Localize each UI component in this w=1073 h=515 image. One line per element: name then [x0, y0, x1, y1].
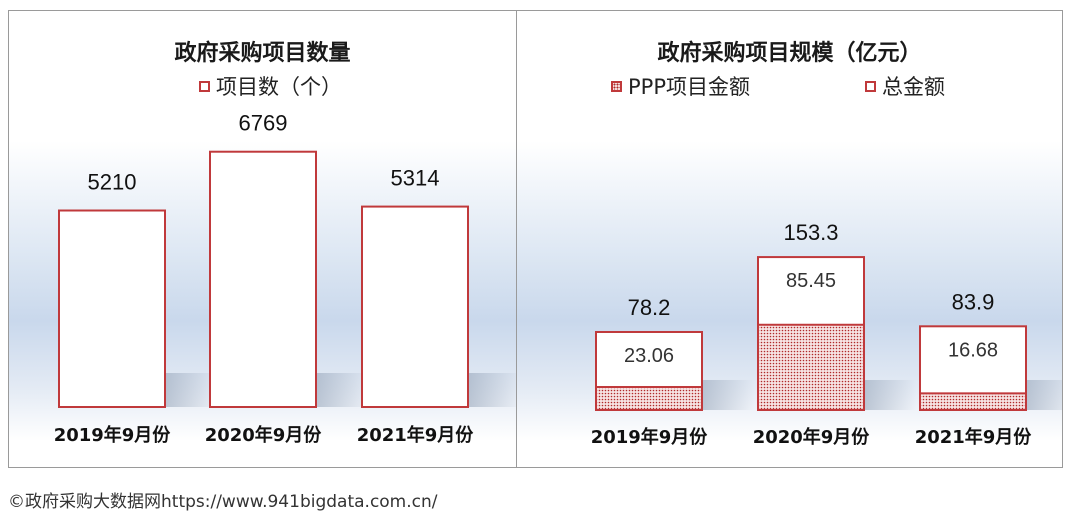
data-label: 5210: [88, 170, 137, 195]
ppp-bar: [595, 385, 703, 411]
total-label: 78.2: [628, 295, 671, 320]
legend-item-ppp: PPP项目金额: [611, 71, 750, 101]
bar-shadow: [312, 373, 370, 407]
bar-shadow: [1022, 380, 1062, 410]
legend-item-count: 项目数（个）: [199, 71, 342, 101]
project-count-panel: 政府采购项目数量 项目数（个） 5210 2019年9月份 6769 2020年9月份…: [9, 11, 517, 467]
bar-shadow: [860, 380, 916, 410]
data-label: 5314: [391, 166, 440, 191]
legend-label: 项目数（个）: [216, 75, 342, 99]
bar: [58, 209, 166, 408]
source-credit: ©政府采购大数据网https://www.941bigdata.com.cn/: [8, 492, 438, 512]
total-label: 83.9: [952, 289, 995, 314]
legend-swatch: [611, 80, 622, 92]
bar: [361, 205, 469, 408]
legend-label: 总金额: [882, 75, 945, 99]
ppp-label: 23.06: [624, 345, 674, 367]
ppp-label: 16.68: [948, 339, 998, 361]
ppp-label: 85.45: [786, 270, 836, 292]
total-label: 153.3: [783, 220, 838, 245]
ppp-bar: [757, 323, 865, 411]
category-label: 2019年9月份: [591, 426, 709, 448]
category-label: 2021年9月份: [357, 424, 475, 446]
chart-frame: 政府采购项目数量 项目数（个） 5210 2019年9月份 6769 2020年9月份…: [8, 10, 1063, 468]
bar-shadow: [698, 380, 754, 410]
chart-plot-left: 5210 2019年9月份 6769 2020年9月份 5314 2021年9月份: [54, 111, 516, 446]
bar-shadow: [464, 373, 516, 407]
chart-plot-right: 78.2 23.06 2019年9月份 153.3 85.45 2020年9月份 83.9 1…: [591, 220, 1062, 448]
chart-title: 政府采购项目数量: [174, 41, 351, 66]
legend-item-total: 总金额: [865, 71, 945, 101]
category-label: 2020年9月份: [205, 424, 323, 446]
chart-title: 政府采购项目规模（亿元）: [657, 41, 922, 66]
legend-label: PPP项目金额: [628, 75, 750, 99]
ppp-bar: [919, 392, 1027, 411]
data-label: 6769: [239, 111, 288, 136]
category-label: 2019年9月份: [54, 424, 172, 446]
bar: [209, 150, 317, 408]
category-label: 2020年9月份: [753, 426, 871, 448]
legend-swatch: [865, 80, 876, 92]
legend-swatch: [199, 80, 210, 92]
category-label: 2021年9月份: [915, 426, 1033, 448]
project-amount-panel: 政府采购项目规模（亿元） PPP项目金额 总金额 78.2 23.06 2019年9…: [517, 11, 1062, 467]
